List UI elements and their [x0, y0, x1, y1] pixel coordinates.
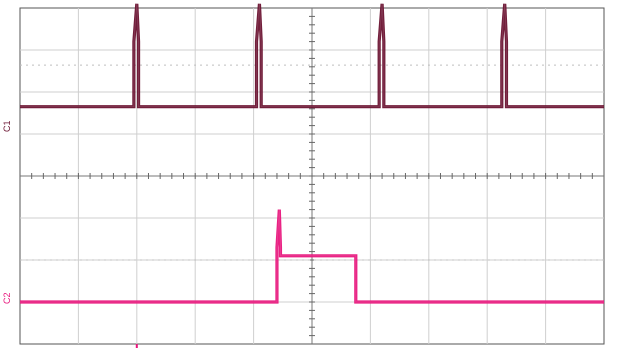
traces — [20, 3, 604, 348]
channel-2-label: C2 — [2, 292, 12, 304]
graticule — [19, 7, 605, 345]
trace-1 — [20, 3, 604, 109]
trace-2-highlight — [20, 209, 604, 303]
trace-1-highlight — [20, 3, 604, 108]
channel-1-label: C1 — [2, 120, 12, 132]
trace-2 — [20, 209, 604, 304]
